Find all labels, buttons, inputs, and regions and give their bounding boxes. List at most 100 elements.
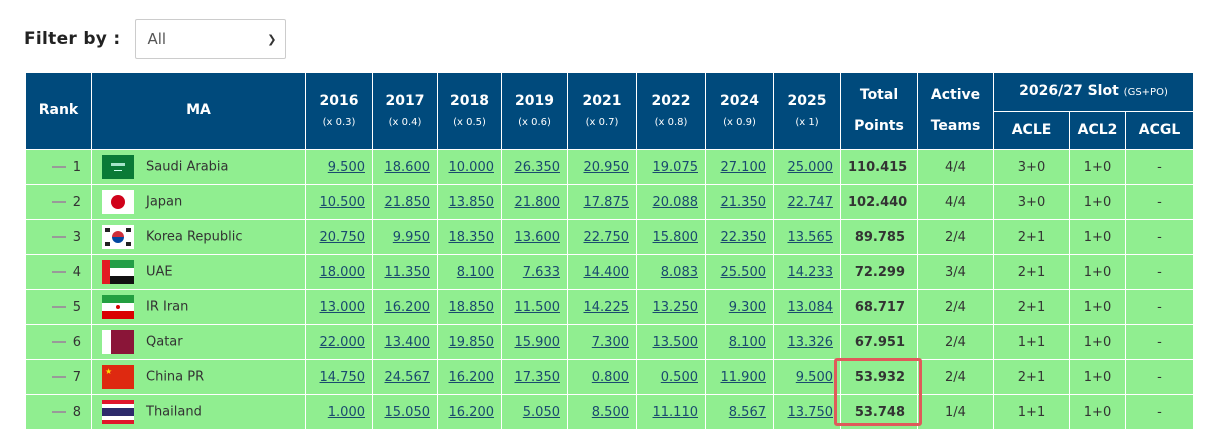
year-points-cell: 15.800: [636, 219, 706, 255]
active-teams: 1/4: [917, 394, 994, 430]
filter-select[interactable]: All ❯: [134, 19, 286, 59]
year-points-link[interactable]: 0.800: [591, 369, 629, 385]
year-points-link[interactable]: 0.500: [660, 369, 698, 385]
no-change-icon: [51, 411, 66, 413]
year-points-link[interactable]: 19.075: [652, 159, 699, 175]
year-points-link[interactable]: 21.850: [384, 194, 431, 210]
year-points-link[interactable]: 14.225: [583, 299, 630, 315]
year-points-link[interactable]: 13.750: [787, 404, 834, 420]
year-points-link[interactable]: 8.500: [591, 404, 629, 420]
slot-acle: 2+1: [993, 219, 1070, 255]
year-points-link[interactable]: 11.350: [384, 264, 431, 280]
table-row: 2 Japan 10.500 21.850 13.850 21.800 17.875 20.…: [25, 184, 1195, 220]
year-points-link[interactable]: 13.250: [652, 299, 699, 315]
year-points-link[interactable]: 27.100: [720, 159, 767, 175]
header-year: 2021 (x 0.7): [567, 72, 637, 150]
year-points-link[interactable]: 13.565: [787, 229, 834, 245]
year-points-link[interactable]: 14.750: [319, 369, 366, 385]
year-points-link[interactable]: 14.400: [583, 264, 630, 280]
year-points-link[interactable]: 14.233: [787, 264, 834, 280]
year-points-link[interactable]: 13.000: [319, 299, 366, 315]
rank-cell: 5: [25, 289, 92, 325]
year-points-link[interactable]: 16.200: [448, 404, 495, 420]
slot-acle: 1+1: [993, 324, 1070, 360]
year-points-link[interactable]: 8.100: [456, 264, 494, 280]
year-points-link[interactable]: 5.050: [522, 404, 560, 420]
year-points-link[interactable]: 7.300: [591, 334, 629, 350]
year-points-link[interactable]: 11.500: [514, 299, 561, 315]
year-points-cell: 9.300: [705, 289, 774, 325]
year-points-link[interactable]: 10.500: [319, 194, 366, 210]
year-points-link[interactable]: 22.747: [787, 194, 834, 210]
ma-cell: IR Iran: [91, 289, 306, 325]
year-points-link[interactable]: 13.850: [448, 194, 495, 210]
slot-acl2: 1+0: [1069, 289, 1126, 325]
year-points-link[interactable]: 17.875: [583, 194, 630, 210]
year-points-link[interactable]: 22.350: [720, 229, 767, 245]
no-change-icon: [51, 166, 66, 168]
header-rank: Rank: [25, 72, 92, 150]
year-points-link[interactable]: 20.950: [583, 159, 630, 175]
year-points-cell: 18.850: [437, 289, 502, 325]
header-acgl: ACGL: [1124, 111, 1195, 150]
year-points-link[interactable]: 13.400: [384, 334, 431, 350]
year-points-link[interactable]: 18.350: [448, 229, 495, 245]
year-points-cell: 13.326: [773, 324, 841, 360]
year-points-link[interactable]: 9.500: [327, 159, 365, 175]
year-points-link[interactable]: 25.500: [720, 264, 767, 280]
year-points-link[interactable]: 16.200: [384, 299, 431, 315]
year-points-link[interactable]: 8.100: [728, 334, 766, 350]
year-points-link[interactable]: 22.000: [319, 334, 366, 350]
year-points-cell: 10.000: [437, 149, 502, 185]
ma-cell: Thailand: [91, 394, 306, 430]
active-teams: 2/4: [917, 359, 994, 395]
year-points-link[interactable]: 13.084: [787, 299, 834, 315]
year-points-link[interactable]: 13.500: [652, 334, 699, 350]
flag-uae-icon: [102, 260, 134, 284]
year-points-link[interactable]: 8.567: [728, 404, 766, 420]
year-points-link[interactable]: 13.600: [514, 229, 561, 245]
year-points-link[interactable]: 19.850: [448, 334, 495, 350]
year-points-link[interactable]: 7.633: [522, 264, 560, 280]
year-points-link[interactable]: 8.083: [660, 264, 698, 280]
year-points-link[interactable]: 25.000: [787, 159, 834, 175]
year-points-link[interactable]: 9.300: [728, 299, 766, 315]
ma-name: Korea Republic: [146, 229, 243, 245]
year-points-link[interactable]: 11.110: [652, 404, 699, 420]
year-points-cell: 19.075: [636, 149, 706, 185]
ma-cell: Japan: [91, 184, 306, 220]
year-points-cell: 11.900: [705, 359, 774, 395]
year-points-link[interactable]: 21.350: [720, 194, 767, 210]
ma-name: Qatar: [146, 334, 183, 350]
year-points-link[interactable]: 22.750: [583, 229, 630, 245]
year-points-link[interactable]: 11.900: [720, 369, 767, 385]
year-points-link[interactable]: 21.800: [514, 194, 561, 210]
year-points-link[interactable]: 15.900: [514, 334, 561, 350]
year-points-link[interactable]: 20.088: [652, 194, 699, 210]
header-year: 2025 (x 1): [773, 72, 841, 150]
filter-bar: Filter by : All ❯: [24, 19, 286, 59]
year-points-link[interactable]: 9.950: [392, 229, 430, 245]
year-points-link[interactable]: 20.750: [319, 229, 366, 245]
year-points-link[interactable]: 10.000: [448, 159, 495, 175]
total-points: 53.932: [840, 359, 918, 395]
year-points-link[interactable]: 15.800: [652, 229, 699, 245]
year-points-link[interactable]: 18.600: [384, 159, 431, 175]
year-points-link[interactable]: 16.200: [448, 369, 495, 385]
year-points-cell: 15.900: [501, 324, 568, 360]
year-points-link[interactable]: 9.500: [795, 369, 833, 385]
year-points-link[interactable]: 18.850: [448, 299, 495, 315]
year-points-link[interactable]: 15.050: [384, 404, 431, 420]
year-points-cell: 20.950: [567, 149, 637, 185]
slot-acl2: 1+0: [1069, 394, 1126, 430]
year-points-link[interactable]: 13.326: [787, 334, 834, 350]
no-change-icon: [51, 271, 66, 273]
year-points-cell: 0.500: [636, 359, 706, 395]
year-points-link[interactable]: 18.000: [319, 264, 366, 280]
year-points-link[interactable]: 26.350: [514, 159, 561, 175]
year-points-link[interactable]: 24.567: [384, 369, 431, 385]
year-points-cell: 18.350: [437, 219, 502, 255]
year-points-link[interactable]: 17.350: [514, 369, 561, 385]
year-points-link[interactable]: 1.000: [327, 404, 365, 420]
year-points-cell: 5.050: [501, 394, 568, 430]
